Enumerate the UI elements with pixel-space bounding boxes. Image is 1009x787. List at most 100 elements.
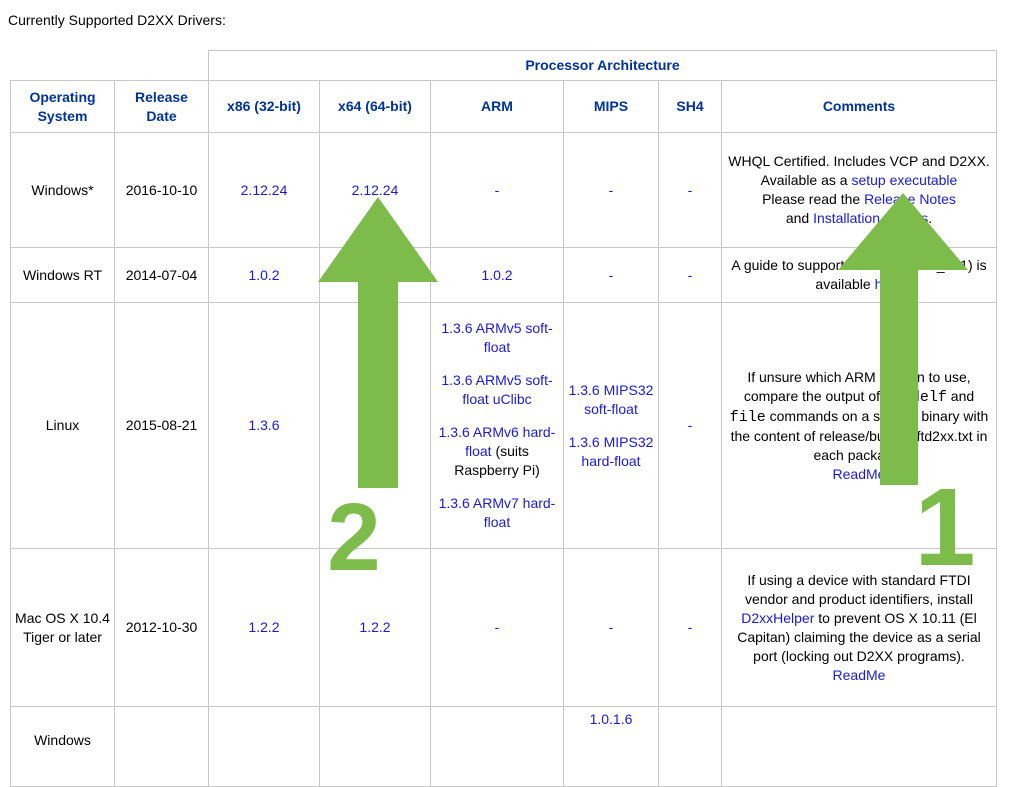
table-row-windows: Windows* 2016-10-10 2.12.24 2.12.24 - - … [10,132,997,248]
table-row-partial: Windows 1.0.1.6 [10,706,997,787]
arm-cell: - [430,132,564,248]
readme-link[interactable]: ReadMe [832,465,886,482]
os-cell: Windows [10,706,115,787]
x86-cell: 2.12.24 [208,132,320,248]
x64-cell: 2.12.24 [319,132,431,248]
mips-cell: 1.3.6 MIPS32 soft-float 1.3.6 MIPS32 har… [563,302,659,549]
x86-cell: 1.2.2 [208,548,320,707]
x86-driver-link[interactable]: 1.2.2 [248,619,280,635]
arm-driver-link[interactable]: 1.0.2 [481,266,513,283]
x86-cell: 1.3.6 [208,302,320,549]
x64-cell [319,706,431,787]
sh4-cell: - [658,302,722,549]
mips-driver-link[interactable]: 1.3.6 MIPS32 soft-float [568,381,654,417]
arm-cell [430,706,564,787]
x64-cell: 1.0.2 [319,247,431,303]
header-x64: x64 (64-bit) [319,80,431,133]
header-release-date: Release Date [114,80,209,133]
arm-driver-link[interactable]: 1.3.6 ARMv5 soft-float uClibc [441,372,553,407]
comment-text: . [928,210,933,226]
date-cell: 2014-07-04 [114,247,209,303]
header-spacer [11,51,209,81]
arm-note: (suits Raspberry Pi) [454,443,540,478]
comments-cell: If unsure which ARM version to use, comp… [721,302,997,549]
comments-cell: If using a device with standard FTDI ven… [721,548,997,707]
mips-driver-link[interactable]: - [608,181,614,198]
header-arm: ARM [430,80,564,133]
comment-text: and [785,210,814,226]
mips-cell: 1.0.1.6 [563,706,659,787]
header-row: Operating System Release Date x86 (32-bi… [10,80,997,133]
x64-driver-link[interactable]: 2.12.24 [351,181,399,198]
mips-driver-link[interactable]: 1.0.1.6 [589,711,633,727]
x64-driver-link[interactable]: 1.2.2 [359,619,391,635]
date-cell [114,706,209,787]
arm-driver-link[interactable]: 1.3.6 ARMv7 hard-float [438,495,556,530]
date-cell: 2012-10-30 [114,548,209,707]
os-cell: Windows* [10,132,115,248]
os-cell: Windows RT [10,247,115,303]
comments-cell: WHQL Certified. Includes VCP and D2XX. A… [721,132,997,248]
comments-cell: A guide to support this driver (AN_271) … [721,247,997,303]
arm-driver-link[interactable]: - [494,181,500,198]
comment-text: commands on a system binary with the con… [730,407,989,463]
mips-driver-link[interactable]: - [608,619,614,635]
comment-text: and [946,387,975,404]
header-group-row: Processor Architecture [11,50,997,81]
comments-cell [721,706,997,787]
x64-driver-link[interactable]: 1.0.2 [359,266,391,283]
sh4-cell: - [658,247,722,303]
os-cell: Linux [10,302,115,549]
arm-cell: 1.0.2 [430,247,564,303]
header-comments: Comments [721,80,997,133]
comment-text: Please read the [762,191,865,207]
arm-cell: - [430,548,564,707]
release-notes-link[interactable]: Release Notes [864,191,956,207]
setup-executable-link[interactable]: setup executable [851,172,958,188]
comment-text: A guide to support this driver (AN_271) … [731,257,987,292]
comment-text: to prevent OS X 10.11 (El Capitan) claim… [737,609,981,664]
header-sh4: SH4 [658,80,722,133]
header-mips: MIPS [563,80,659,133]
os-cell: Mac OS X 10.4 Tiger or later [10,548,115,707]
installation-guides-link[interactable]: Installation Guides [813,210,929,226]
d2xxhelper-link[interactable]: D2xxHelper [741,609,815,626]
header-os: Operating System [10,80,115,133]
x64-cell: 1.2.2 [319,548,431,707]
table-row-macos: Mac OS X 10.4 Tiger or later 2012-10-30 … [10,548,997,707]
command-file: file [729,408,766,426]
command-readelf: readelf [883,388,947,406]
comment-text: Available as a [760,172,852,188]
readme-link[interactable]: ReadMe [832,666,886,683]
table-row-linux: Linux 2015-08-21 1.3.6 1.3.6 1.3.6 ARMv5… [10,302,997,549]
mips-cell: - [563,247,659,303]
sh4-driver-link[interactable]: - [687,266,693,283]
sh4-driver-link[interactable]: - [687,417,693,433]
mips-cell: - [563,548,659,707]
arm-driver-link[interactable]: 1.3.6 ARMv5 soft-float [441,320,553,355]
table-row-windows-rt: Windows RT 2014-07-04 1.0.2 1.0.2 1.0.2 … [10,247,997,303]
comment-text: WHQL Certified. Includes VCP and D2XX. [728,153,990,169]
sh4-cell [658,706,722,787]
x86-driver-link[interactable]: 1.0.2 [248,266,280,283]
sh4-cell: - [658,548,722,707]
x64-cell: 1.3.6 [319,302,431,549]
sh4-driver-link[interactable]: - [687,181,693,198]
arm-driver-link[interactable]: 1.3.6 ARMv6 hard-float [438,424,556,459]
x86-cell: 1.0.2 [208,247,320,303]
intro-text: Currently Supported D2XX Drivers: [8,12,226,28]
arm-driver-link[interactable]: - [494,619,500,635]
x86-driver-link[interactable]: 2.12.24 [240,181,288,198]
guide-here-link[interactable]: here [874,276,903,292]
x86-driver-link[interactable]: 1.3.6 [248,417,280,433]
header-processor-architecture: Processor Architecture [208,50,997,81]
x64-driver-link[interactable]: 1.3.6 [359,417,391,433]
header-x86: x86 (32-bit) [208,80,320,133]
mips-driver-link[interactable]: 1.3.6 MIPS32 hard-float [568,433,654,469]
mips-driver-link[interactable]: - [608,266,614,283]
sh4-driver-link[interactable]: - [687,619,693,635]
comment-text: If using a device with standard FTDI ven… [744,571,974,607]
arm-cell: 1.3.6 ARMv5 soft-float 1.3.6 ARMv5 soft-… [430,302,564,549]
date-cell: 2015-08-21 [114,302,209,549]
date-cell: 2016-10-10 [114,132,209,248]
